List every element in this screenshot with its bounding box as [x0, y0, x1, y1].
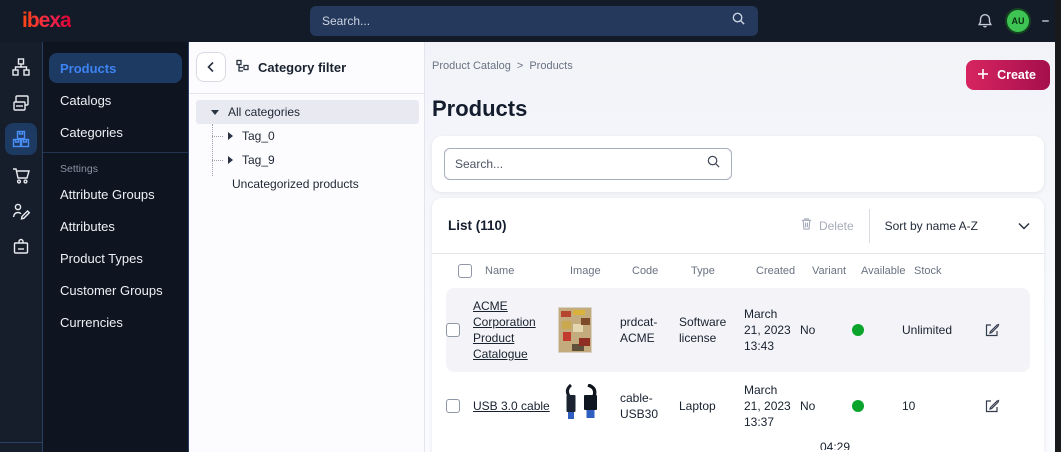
search-icon: [731, 11, 746, 31]
product-thumbnail: [558, 383, 604, 427]
category-tree-icon: [236, 59, 250, 76]
category-tree: All categories Tag_0 Tag_9 Uncategorized…: [189, 100, 424, 196]
global-search[interactable]: [310, 6, 758, 36]
caret-right-icon[interactable]: [228, 156, 233, 164]
search-icon: [706, 154, 721, 174]
table-row: USB 3.0 cable cable-U: [446, 372, 1030, 440]
sidebar-item-customer-groups[interactable]: Customer Groups: [60, 282, 163, 298]
collapse-panel-button[interactable]: [196, 52, 226, 82]
product-variant: No: [800, 399, 816, 413]
product-search-input[interactable]: [455, 157, 706, 171]
breadcrumb-product-catalog[interactable]: Product Catalog: [432, 60, 511, 72]
breadcrumb-products[interactable]: Products: [529, 60, 573, 72]
product-created: March 21, 2023 13:43: [744, 307, 791, 353]
table-header-row: Name Image Code Type Created Variant Ava…: [446, 254, 1030, 288]
row-checkbox[interactable]: [446, 399, 460, 413]
table-row: ACME Corporation Product Catalogue prdca…: [446, 288, 1030, 372]
sidebar-item-categories[interactable]: Categories: [60, 124, 123, 140]
user-menu-caret-icon[interactable]: [1042, 20, 1049, 22]
category-filter-panel: Category filter All categories Tag_0 Tag…: [189, 42, 425, 452]
dark-edge-strip: [1055, 0, 1061, 452]
sidebar-item-product-types[interactable]: Product Types: [60, 250, 143, 266]
settings-section-label: Settings: [60, 163, 98, 175]
breadcrumb: Product Catalog > Products: [432, 60, 1061, 72]
toolbar-divider: [868, 208, 870, 243]
sidebar-item-catalogs[interactable]: Catalogs: [60, 92, 112, 108]
rail-content-tree-icon[interactable]: [0, 49, 42, 85]
product-code: cable-USB30: [620, 391, 659, 421]
sidebar-item-currencies[interactable]: Currencies: [60, 314, 123, 330]
sort-dropdown[interactable]: Sort by name A-Z: [885, 219, 1030, 233]
caret-down-icon[interactable]: [211, 109, 219, 115]
rail-cart-icon[interactable]: [0, 157, 42, 193]
product-name-link[interactable]: USB 3.0 cable: [473, 399, 550, 413]
edit-button[interactable]: [984, 398, 1030, 414]
user-avatar[interactable]: AU: [1005, 8, 1031, 34]
tree-guide-line: [212, 136, 223, 137]
product-code: prdcat-ACME: [620, 315, 658, 345]
trash-icon: [800, 217, 813, 234]
rail-audience-icon[interactable]: [0, 193, 42, 229]
rail-active-pill: [5, 123, 37, 155]
tree-item-uncategorized[interactable]: Uncategorized products: [232, 177, 359, 191]
product-name-link[interactable]: ACME Corporation Product Catalogue: [473, 299, 536, 361]
available-status-dot: [852, 324, 864, 336]
tree-item-all-categories[interactable]: All categories: [196, 100, 419, 124]
product-variant: No: [800, 323, 816, 337]
main-content: Product Catalog > Products Products Crea…: [425, 42, 1061, 452]
breadcrumb-separator: >: [516, 60, 524, 72]
next-row-created-time-clipped: 04:29: [820, 441, 851, 450]
product-stock: Unlimited: [902, 323, 953, 337]
filter-divider: [189, 93, 424, 94]
select-all-checkbox[interactable]: [458, 264, 472, 278]
caret-right-icon[interactable]: [228, 132, 233, 140]
delete-button[interactable]: Delete: [800, 217, 854, 234]
product-list-card: List (110) Delete Sort by name A-Z: [432, 198, 1044, 452]
sidebar-item-attribute-groups[interactable]: Attribute Groups: [60, 186, 155, 202]
tree-item-tag0[interactable]: Tag_0: [189, 124, 424, 148]
product-created: March 21, 2023 13:37: [744, 383, 791, 429]
list-title: List (110): [448, 218, 507, 233]
sidebar-item-products[interactable]: Products: [49, 53, 182, 83]
plus-icon: [976, 67, 990, 84]
topbar: ibexa AU: [0, 0, 1061, 42]
rail-divider: [0, 442, 42, 443]
tree-item-tag9[interactable]: Tag_9: [189, 148, 424, 172]
category-filter-title: Category filter: [258, 59, 347, 75]
rail-products-icon[interactable]: [0, 121, 42, 157]
ibexa-logo[interactable]: ibexa: [22, 9, 72, 32]
row-checkbox[interactable]: [446, 323, 460, 337]
product-type: Software license: [679, 315, 727, 345]
create-button[interactable]: Create: [966, 60, 1050, 90]
product-search-card: [432, 136, 1044, 192]
product-type: Laptop: [679, 399, 716, 413]
available-status-dot: [852, 400, 864, 412]
product-thumbnail: [558, 307, 592, 353]
edit-button[interactable]: [984, 322, 1030, 338]
notifications-bell-icon[interactable]: [976, 12, 994, 30]
icon-rail: [0, 42, 43, 452]
product-search-field[interactable]: [444, 148, 732, 180]
product-stock: 10: [902, 399, 916, 413]
global-search-input[interactable]: [322, 14, 731, 28]
tree-guide-line: [212, 124, 213, 176]
chevron-down-icon: [1018, 219, 1030, 233]
sidebar-menu: Products Catalogs Categories Settings At…: [43, 42, 189, 452]
rail-pages-icon[interactable]: [0, 85, 42, 121]
tree-guide-line: [212, 160, 223, 161]
sidebar-item-attributes[interactable]: Attributes: [60, 218, 115, 234]
menu-divider: [43, 152, 188, 153]
page-title: Products: [432, 96, 528, 121]
rail-badge-icon[interactable]: [0, 229, 42, 265]
